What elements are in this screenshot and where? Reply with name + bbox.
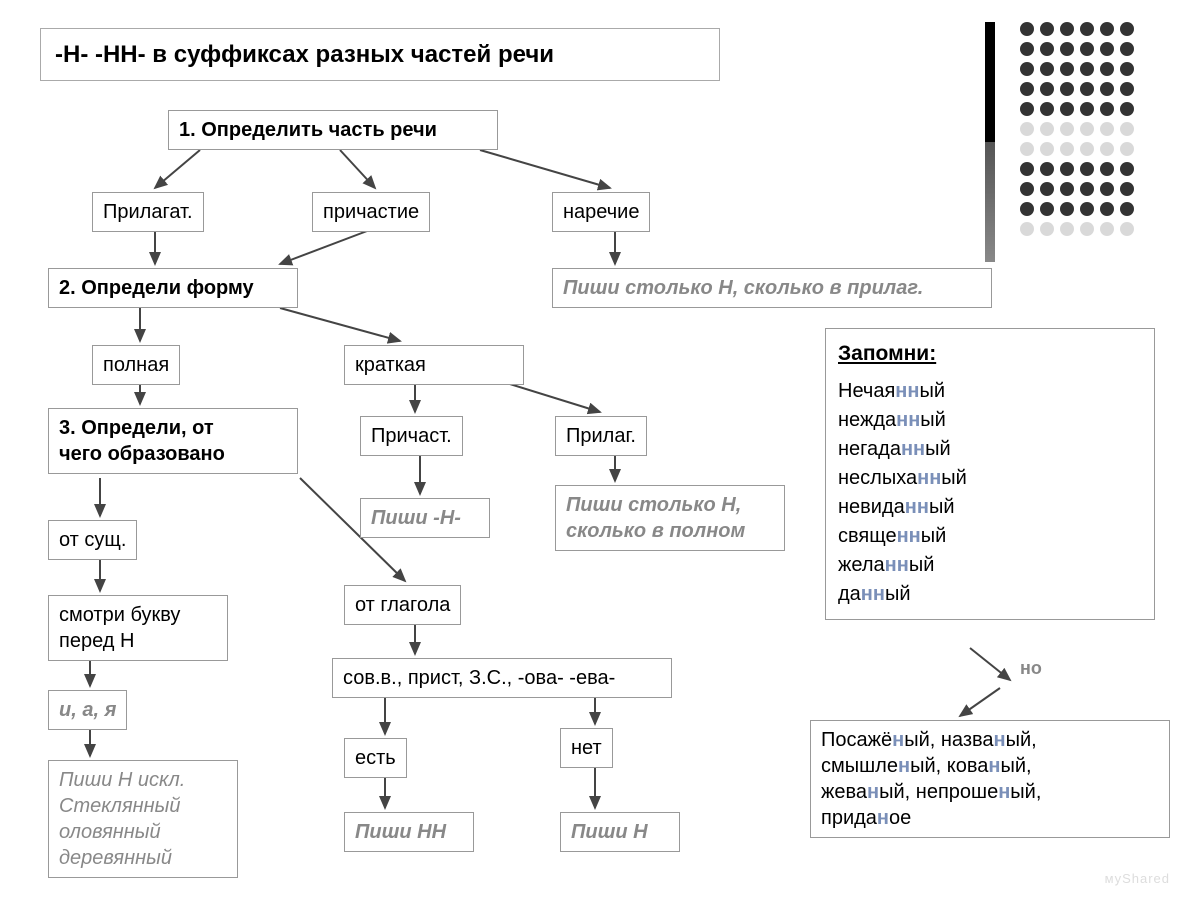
watermark: мyShared xyxy=(1105,871,1170,886)
step3-line1: 3. Определи, от xyxy=(59,417,214,439)
from-verb: от глагола xyxy=(344,585,461,625)
look-l1: смотри букву xyxy=(59,604,180,626)
excl-l4: деревянный xyxy=(59,847,172,869)
dot-decoration xyxy=(1020,22,1170,242)
but-label: но xyxy=(1020,658,1042,679)
step2: 2. Определи форму xyxy=(48,268,298,308)
form-short: краткая xyxy=(344,345,524,385)
rule-as-in-full: Пиши столько Н, сколько в полном xyxy=(555,485,785,551)
step1: 1. Определить часть речи xyxy=(168,110,498,150)
adverb-rule: Пиши столько Н, сколько в прилаг. xyxy=(552,268,992,308)
no: нет xyxy=(560,728,613,768)
step3-line2: чего образовано xyxy=(59,443,225,465)
title: -Н- -НН- в суффиксах разных частей речи xyxy=(40,28,720,81)
look-l2: перед Н xyxy=(59,630,134,652)
rule-write-n: Пиши -Н- xyxy=(360,498,490,538)
excl-l2: Стеклянный xyxy=(59,795,180,817)
remember-list: Нечаянный нежданный негаданный неслыханн… xyxy=(838,377,1142,609)
side-bar-decoration xyxy=(985,22,995,262)
yes: есть xyxy=(344,738,407,778)
verb-check: сов.в., прист, З.С., -ова- -ева- xyxy=(332,658,672,698)
rule-write-nn: Пиши НН xyxy=(344,812,474,852)
pos-participle: причастие xyxy=(312,192,430,232)
step3: 3. Определи, от чего образовано xyxy=(48,408,298,474)
excl-l3: оловянный xyxy=(59,821,161,843)
from-noun: от сущ. xyxy=(48,520,137,560)
rule-full-l1: Пиши столько Н, xyxy=(566,494,741,516)
excl-l1: Пиши Н искл. xyxy=(59,769,185,791)
rule-write-n2: Пиши Н xyxy=(560,812,680,852)
short-adjective: Прилаг. xyxy=(555,416,647,456)
remember-box: Запомни: Нечаянный нежданный негаданный … xyxy=(825,328,1155,620)
form-full: полная xyxy=(92,345,180,385)
remember-title: Запомни: xyxy=(838,339,1142,369)
exclusions-glass: Пиши Н искл. Стеклянный оловянный деревя… xyxy=(48,760,238,878)
letters: и, а, я xyxy=(48,690,127,730)
look-before-n: смотри букву перед Н xyxy=(48,595,228,661)
pos-adjective: Прилагат. xyxy=(92,192,204,232)
pos-adverb: наречие xyxy=(552,192,650,232)
short-participle: Причаст. xyxy=(360,416,463,456)
exceptions-single-n: Посажёный, названый, смышленый, кованый,… xyxy=(810,720,1170,838)
rule-full-l2: сколько в полном xyxy=(566,520,745,542)
